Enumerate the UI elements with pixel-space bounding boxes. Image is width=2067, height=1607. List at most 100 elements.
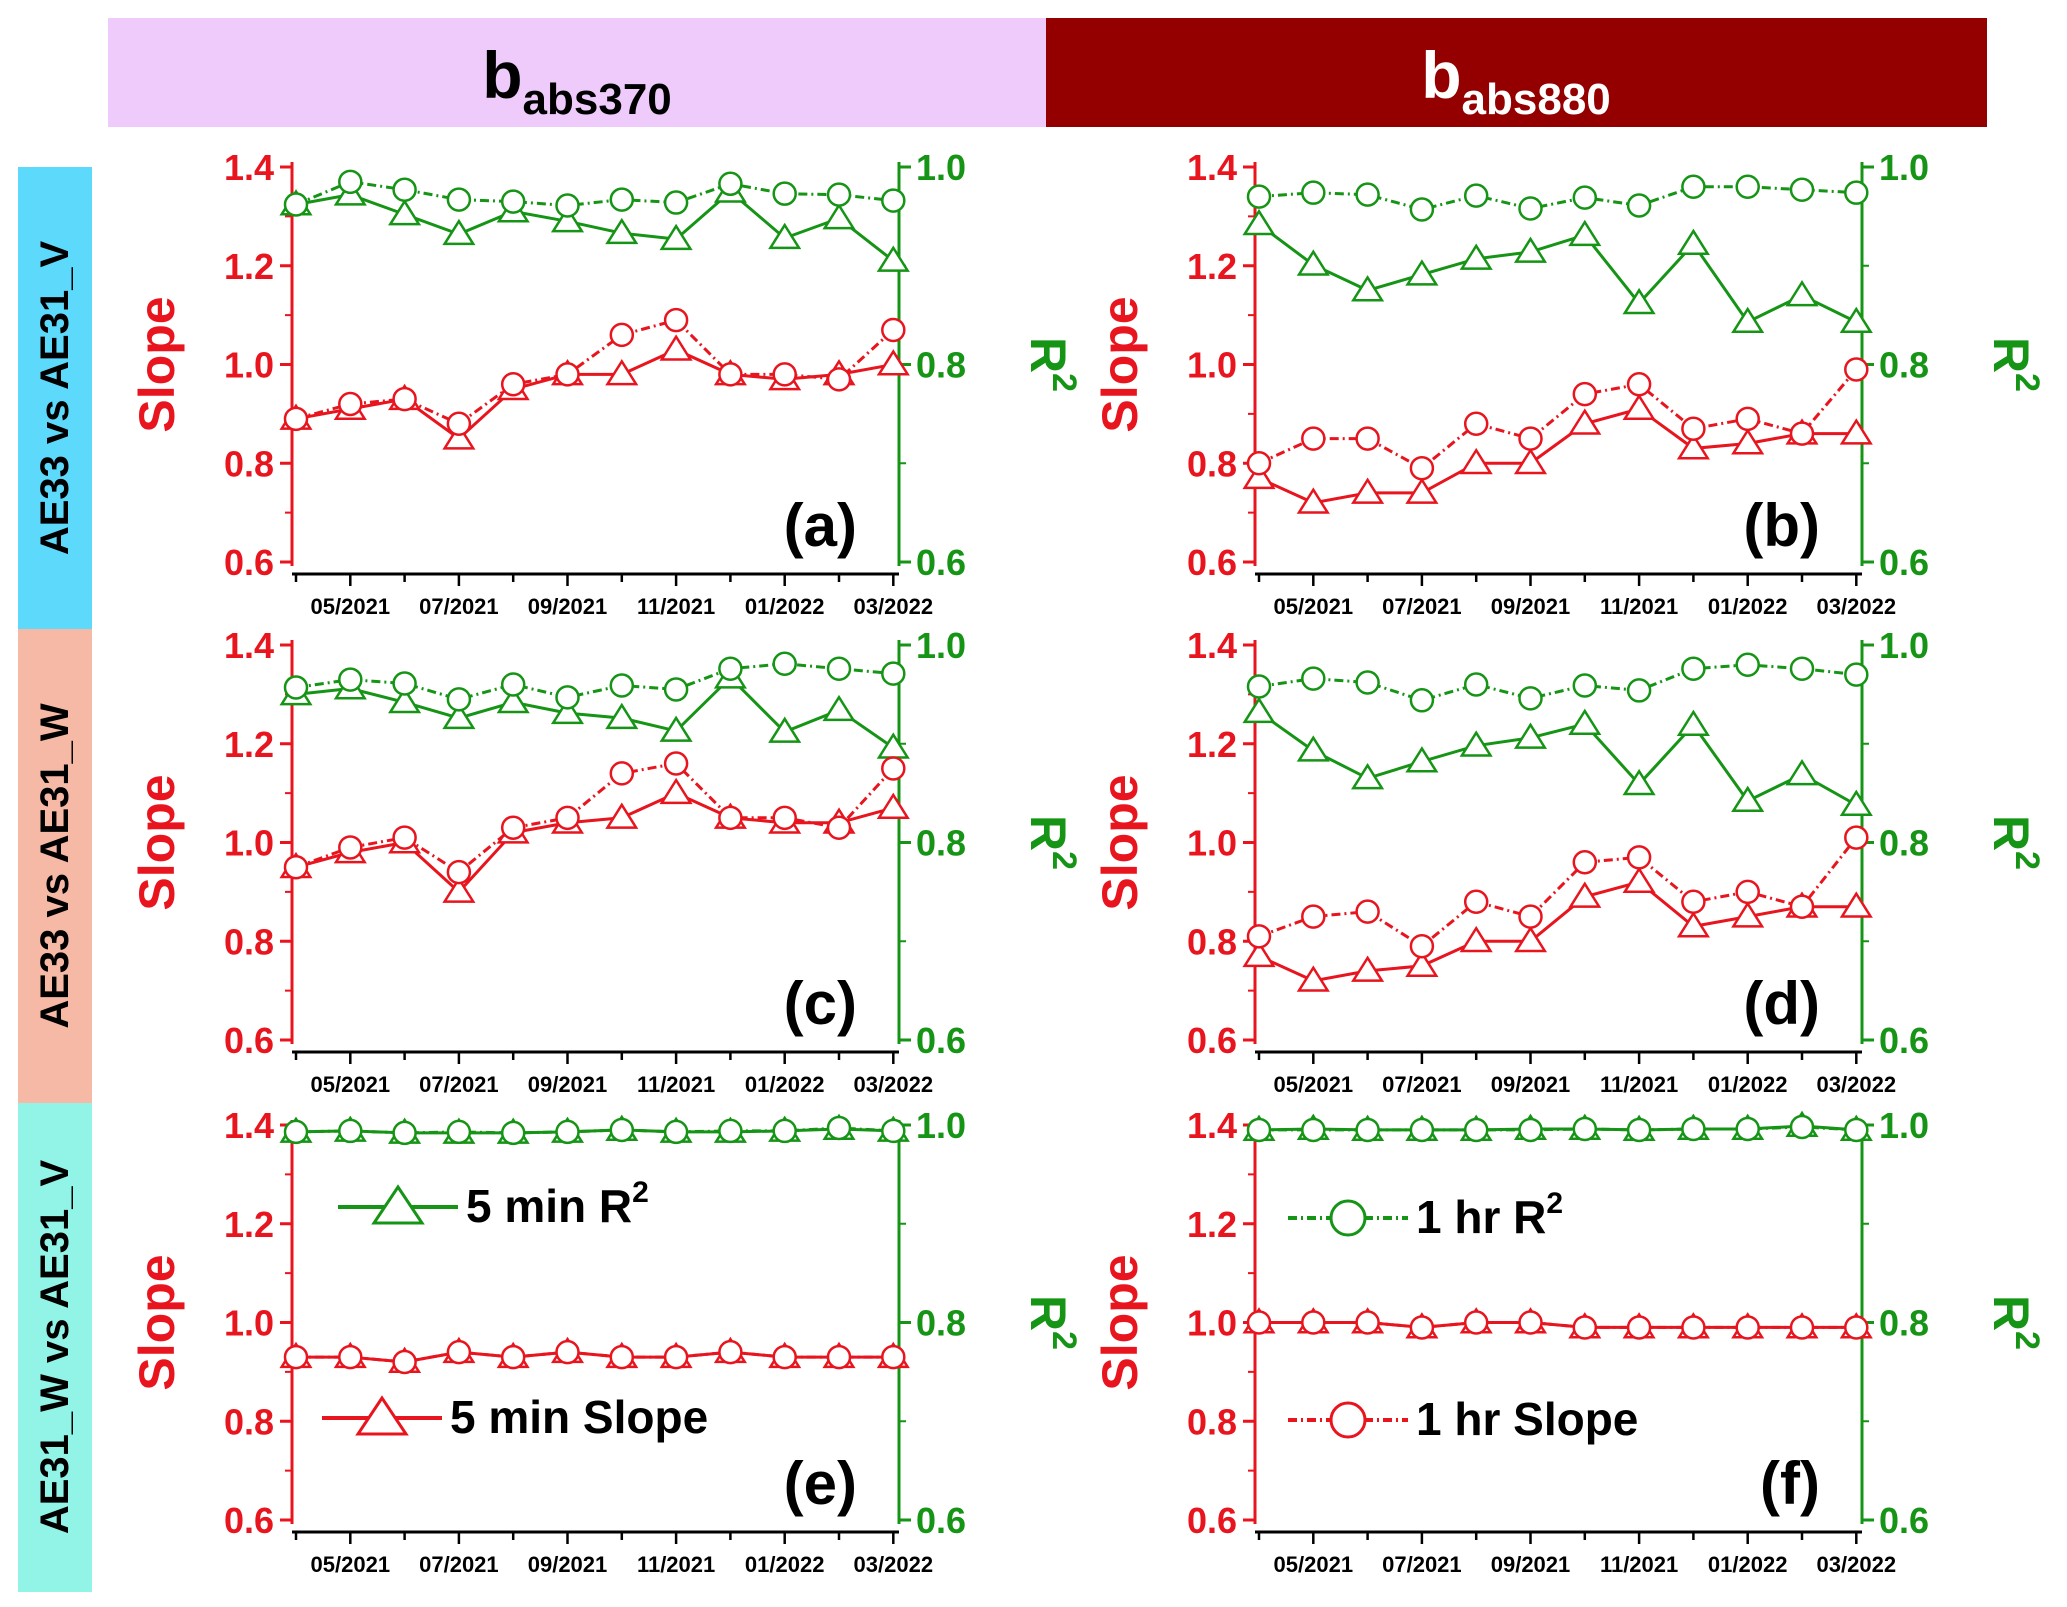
x-tick-label: 07/2021 [1382, 594, 1462, 619]
series-line [1258, 836, 1858, 949]
circle-marker [283, 1344, 309, 1370]
triangle-marker [442, 218, 476, 246]
row-label-bg-2 [18, 629, 92, 1103]
circle-marker [1681, 1315, 1706, 1340]
circle-marker [1735, 174, 1760, 199]
circle-marker [1463, 672, 1489, 697]
circle-marker [500, 672, 526, 697]
left-tick-label: 0.6 [224, 542, 274, 583]
circle-marker [1572, 381, 1598, 407]
left-tick-label: 0.8 [224, 921, 274, 962]
triangle-marker [1676, 911, 1710, 938]
series-5-min-r2 [279, 176, 910, 272]
x-tick-label: 09/2021 [1491, 1072, 1571, 1097]
triangle-marker [1731, 785, 1765, 813]
series-line [295, 761, 895, 874]
triangle-marker [1568, 881, 1602, 908]
circle-marker [338, 391, 363, 417]
circle-marker [826, 656, 852, 681]
panel-c: 1.4 1.2 1.0 0.8 0.6 1.0 0.8 0.6 05/2021 07/2021 09… [129, 625, 1083, 1097]
left-tick-label: 1.4 [224, 1105, 274, 1146]
x-tick-label: 01/2022 [745, 1072, 825, 1097]
legend-label-main: 1 hr R [1416, 1191, 1546, 1243]
circle-marker [772, 181, 797, 206]
triangle-marker [1405, 259, 1439, 286]
circle-marker [1518, 686, 1543, 711]
series-1-hr-r2 [283, 1115, 906, 1146]
series-1-hr-slope [283, 751, 906, 885]
triangle-marker [876, 349, 910, 376]
series-line [1259, 1125, 1857, 1132]
triangle-marker [659, 334, 693, 361]
circle-marker [1246, 1310, 1272, 1335]
left-tick-label: 1.4 [224, 625, 274, 666]
triangle-marker [659, 777, 693, 805]
right-axis-title: R2 [1020, 337, 1083, 392]
x-tick-label: 03/2022 [1817, 1072, 1897, 1097]
panel-e: 1.4 1.2 1.0 0.8 0.6 1.0 0.8 0.6 05/2021 07/2021 09… [129, 1105, 1083, 1577]
triangle-marker [1731, 306, 1765, 334]
series-line [295, 180, 894, 208]
series-1-hr-slope [1246, 825, 1869, 959]
circle-marker [1463, 411, 1489, 436]
series-line [1258, 223, 1857, 324]
triangle-marker [1459, 447, 1493, 475]
triangle-marker [1731, 428, 1765, 455]
circle-marker [1626, 1117, 1652, 1143]
series-line [1259, 1321, 1857, 1329]
header-right-sub: abs880 [1462, 75, 1611, 124]
series-line [295, 189, 895, 262]
x-tick-label: 11/2021 [637, 594, 715, 619]
row-label-bg-3 [18, 1103, 92, 1592]
legend-label-main: 5 min Slope [450, 1391, 708, 1443]
triangle-marker [550, 697, 585, 725]
triangle-marker [1351, 762, 1385, 790]
right-tick-label: 0.8 [916, 823, 966, 864]
legend-label-sup: 2 [632, 1176, 649, 1209]
circle-marker [1518, 196, 1543, 221]
legend-label-sup: 2 [1546, 1187, 1563, 1220]
circle-marker [718, 171, 743, 197]
right-axis-title-sup: 2 [1045, 851, 1083, 870]
circle-marker [1735, 652, 1760, 677]
circle-marker [772, 362, 797, 387]
x-tick-label: 05/2021 [1274, 1072, 1354, 1097]
x-tick-label: 11/2021 [1600, 1072, 1678, 1097]
circle-marker [1626, 678, 1652, 703]
series-1-hr-r2 [1246, 652, 1869, 713]
circle-marker [392, 177, 417, 202]
left-tick-label: 0.6 [224, 1500, 274, 1541]
circle-marker [1246, 1117, 1272, 1143]
right-axis-title-main: R [1020, 815, 1076, 851]
triangle-marker [1676, 228, 1710, 256]
series-line [1258, 185, 1857, 212]
triangle-marker [1622, 287, 1656, 315]
circle-marker [1572, 850, 1598, 875]
circle-marker [718, 805, 743, 831]
triangle-marker [388, 199, 422, 226]
right-tick-label: 0.6 [1879, 1020, 1929, 1061]
triangle-marker [1242, 940, 1276, 968]
triangle-marker [496, 686, 530, 714]
circle-marker [1735, 1116, 1760, 1142]
series-1-hr-slope [283, 1339, 906, 1375]
circle-marker [1301, 180, 1326, 205]
circle-marker [718, 1339, 743, 1365]
circle-marker [1246, 674, 1272, 699]
series-1-hr-slope [283, 307, 906, 436]
left-tick-label: 1.0 [1187, 1303, 1237, 1344]
triangle-marker [442, 876, 476, 903]
x-tick-label: 01/2022 [1708, 1552, 1788, 1577]
circle-marker [1518, 426, 1543, 451]
circle-marker [500, 372, 526, 397]
x-tick-label: 01/2022 [1708, 1072, 1788, 1097]
circle-marker [1301, 666, 1326, 691]
circle-marker [1355, 182, 1380, 207]
triangle-marker [388, 686, 422, 714]
left-tick-label: 1.2 [224, 724, 274, 765]
header-left-bar [108, 18, 1046, 127]
triangle-marker [1785, 759, 1819, 786]
left-tick-label: 0.8 [1187, 1401, 1237, 1442]
circle-marker [1789, 177, 1815, 202]
